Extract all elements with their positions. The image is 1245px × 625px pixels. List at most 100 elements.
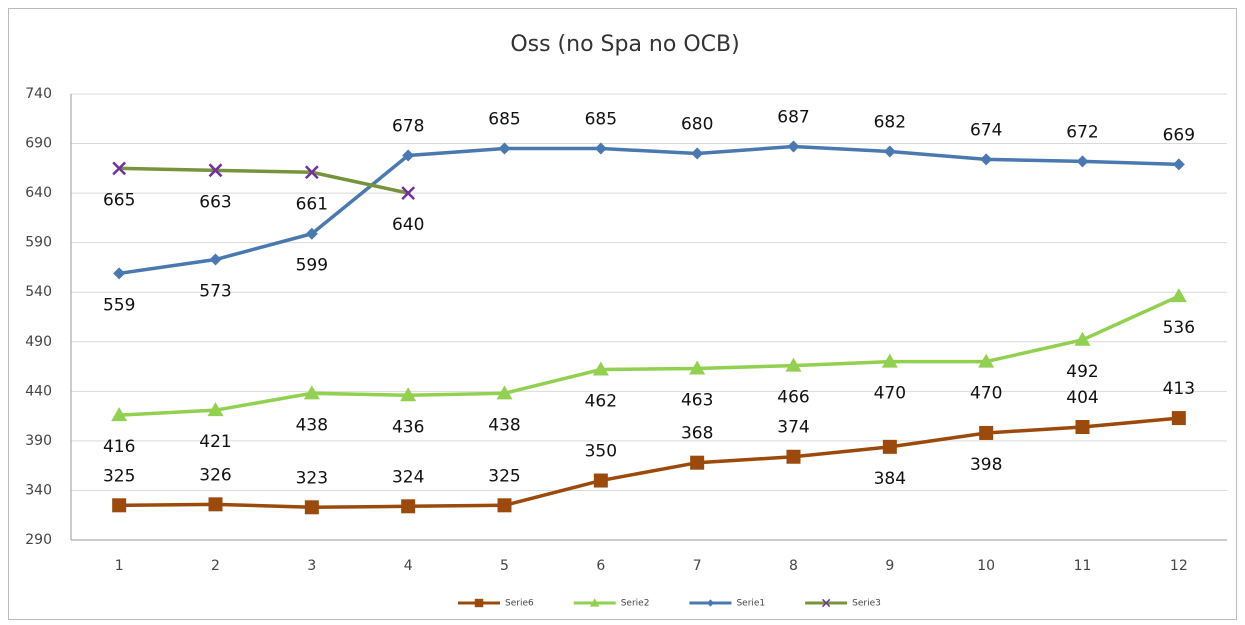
data-label: 438: [488, 415, 520, 435]
marker: [112, 161, 127, 176]
legend-label: Serie6: [505, 599, 534, 609]
marker: [401, 186, 416, 200]
data-label: 438: [296, 415, 328, 435]
data-label: 404: [1066, 388, 1098, 408]
legend-label: Serie1: [736, 599, 765, 609]
marker: [1171, 411, 1186, 426]
marker: [786, 449, 801, 464]
series-line: [119, 294, 1180, 417]
y-tick-label: 340: [25, 482, 52, 498]
marker: [209, 253, 222, 266]
marker: [496, 385, 513, 400]
data-label: 680: [681, 114, 713, 134]
legend-item: Serie3: [805, 599, 881, 609]
y-tick-label: 440: [25, 383, 52, 399]
marker: [207, 402, 224, 417]
x-tick-label: 12: [1170, 558, 1188, 574]
marker: [822, 598, 831, 608]
x-tick-label: 1: [115, 558, 124, 574]
data-label: 462: [585, 392, 617, 412]
x-tick-label: 11: [1074, 558, 1092, 574]
data-label: 682: [874, 112, 906, 132]
data-label: 470: [874, 384, 906, 404]
x-tick-label: 6: [596, 558, 605, 574]
data-label: 384: [874, 469, 906, 489]
marker: [980, 153, 993, 166]
y-tick-label: 290: [25, 532, 52, 548]
data-label: 672: [1066, 122, 1098, 142]
series-line: [118, 144, 1179, 276]
marker: [305, 227, 318, 240]
y-tick-label: 740: [25, 86, 52, 102]
marker: [690, 455, 705, 470]
marker: [589, 598, 600, 607]
data-label: 463: [681, 391, 713, 411]
x-tick-label: 5: [500, 558, 509, 574]
marker: [208, 163, 223, 178]
data-label: 669: [1163, 125, 1195, 145]
data-label: 573: [199, 282, 231, 302]
marker: [881, 353, 898, 368]
marker: [497, 498, 512, 513]
marker: [883, 145, 896, 158]
y-tick-label: 540: [25, 284, 52, 300]
marker: [400, 387, 417, 402]
data-label: 661: [296, 194, 328, 214]
marker: [979, 425, 994, 440]
legend-label: Serie3: [852, 599, 881, 609]
marker: [691, 147, 704, 160]
marker: [593, 473, 608, 488]
marker: [1170, 288, 1187, 303]
y-tick-label: 490: [25, 334, 52, 350]
data-label: 324: [392, 467, 424, 487]
data-label: 368: [681, 424, 713, 444]
data-label: 599: [296, 256, 328, 276]
marker: [1075, 420, 1090, 435]
x-tick-label: 3: [307, 558, 316, 574]
marker: [208, 497, 223, 512]
x-tick-label: 2: [211, 558, 220, 574]
data-label: 436: [392, 417, 424, 437]
x-tick-label: 9: [885, 558, 894, 574]
data-label: 398: [970, 455, 1002, 475]
y-tick-label: 390: [25, 433, 52, 449]
marker: [304, 165, 319, 180]
data-label: 685: [488, 110, 520, 130]
data-label: 326: [199, 465, 231, 485]
marker: [111, 407, 128, 422]
marker: [498, 142, 511, 155]
marker: [113, 267, 126, 280]
marker: [689, 360, 706, 375]
data-label: 674: [970, 120, 1002, 140]
y-tick-label: 640: [25, 185, 52, 201]
data-label: 413: [1163, 379, 1195, 399]
x-tick-label: 10: [977, 558, 995, 574]
marker: [706, 599, 715, 607]
marker: [787, 140, 800, 153]
data-label: 416: [103, 437, 135, 457]
marker: [1074, 331, 1091, 346]
marker: [594, 142, 607, 155]
data-label: 325: [103, 466, 135, 486]
series-line: [119, 166, 409, 195]
marker: [474, 598, 484, 608]
data-label: 325: [488, 466, 520, 486]
data-label: 374: [777, 418, 809, 438]
marker: [978, 353, 995, 368]
marker: [1076, 155, 1089, 168]
data-label: 663: [199, 192, 231, 212]
data-label: 492: [1066, 362, 1098, 382]
legend-item: Serie1: [689, 599, 765, 609]
data-label: 470: [970, 384, 1002, 404]
marker: [304, 500, 319, 515]
x-tick-label: 8: [789, 558, 798, 574]
x-tick-label: 7: [693, 558, 702, 574]
data-label: 323: [296, 468, 328, 488]
data-label: 685: [585, 110, 617, 130]
y-tick-label: 690: [25, 136, 52, 152]
marker: [402, 149, 415, 162]
series-line: [119, 416, 1179, 510]
data-label: 350: [585, 442, 617, 462]
